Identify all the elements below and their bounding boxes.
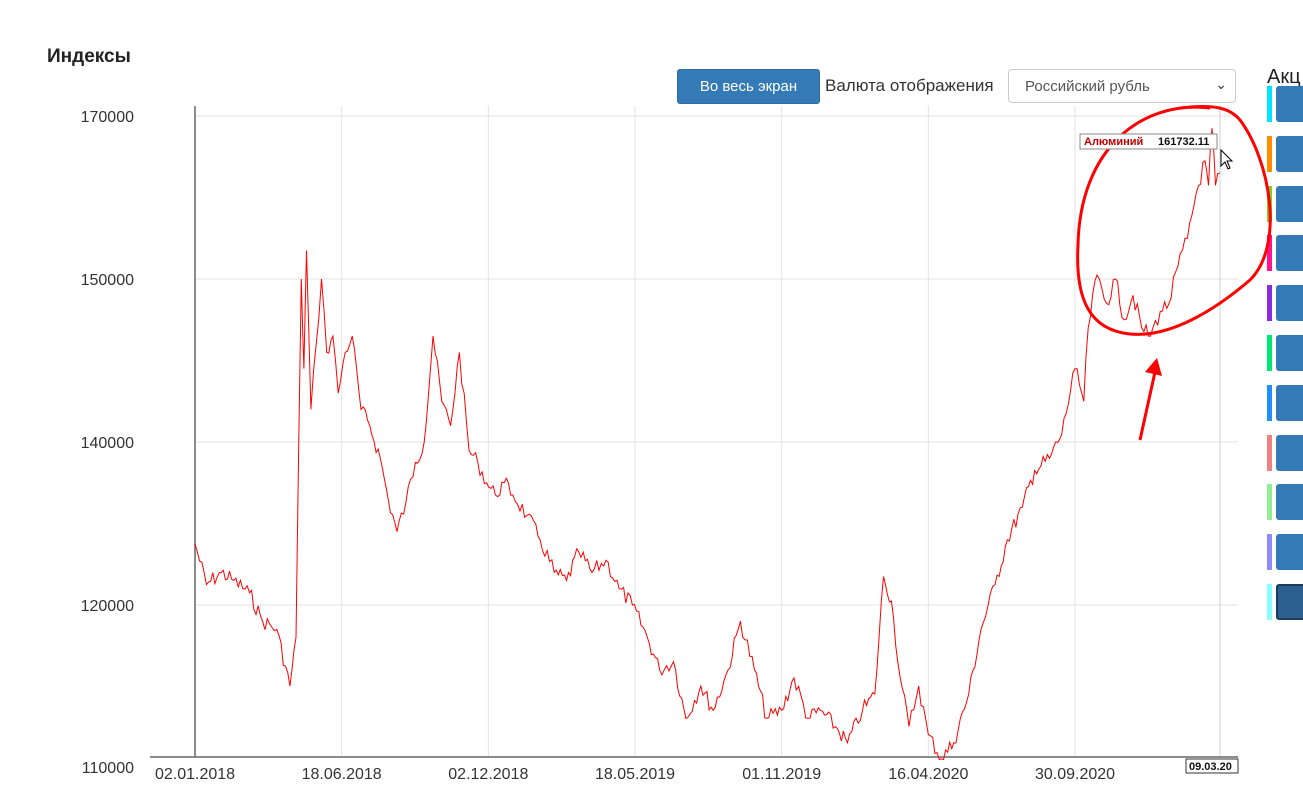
- series-toggle-10[interactable]: [1267, 534, 1303, 571]
- series-color-swatch: [1267, 434, 1272, 471]
- x-tick-label: 02.12.2018: [448, 766, 528, 783]
- page-title: Индексы: [47, 46, 131, 67]
- series-toggle-button[interactable]: [1276, 584, 1303, 620]
- series-color-swatch: [1267, 86, 1272, 122]
- series-toggle-button[interactable]: [1276, 484, 1303, 521]
- annotation-arrow-shaft: [1138, 371, 1157, 441]
- series-color-swatch: [1267, 285, 1272, 322]
- series-toggle-7[interactable]: [1267, 384, 1303, 421]
- y-tick-label: 120000: [81, 598, 134, 615]
- series-toggle-8[interactable]: [1267, 434, 1303, 471]
- series-toggle-button[interactable]: [1276, 335, 1303, 371]
- x-tick-label: 18.06.2018: [302, 766, 382, 783]
- series-toggle-button[interactable]: [1276, 135, 1303, 172]
- side-panel-title: Акц: [1267, 66, 1301, 88]
- tooltip-value: 161732.11: [1158, 136, 1209, 148]
- y-axis-ticks: 170000 150000 140000 120000 110000: [81, 109, 134, 777]
- currency-select-value: Российский рубль: [1025, 78, 1150, 95]
- series-color-swatch: [1267, 484, 1272, 521]
- series-toggle-5[interactable]: [1267, 285, 1303, 322]
- series-toggle-button[interactable]: [1276, 434, 1303, 471]
- y-tick-label: 110000: [82, 760, 134, 777]
- series-toggle-button[interactable]: [1276, 285, 1303, 322]
- annotation-circle: [1076, 105, 1272, 336]
- series-toggle-button[interactable]: [1276, 86, 1303, 122]
- series-color-swatch: [1267, 235, 1272, 272]
- series-toggle-1[interactable]: [1267, 86, 1303, 122]
- series-toggle-2[interactable]: [1267, 135, 1303, 172]
- annotation-arrow-head: [1145, 358, 1162, 376]
- tooltip: Алюминий 161732.11 09.03.20: [1079, 133, 1239, 774]
- y-tick-label: 140000: [81, 435, 134, 452]
- y-tick-label: 170000: [81, 109, 134, 126]
- tooltip-date: 09.03.20: [1189, 761, 1232, 773]
- fullscreen-button[interactable]: Во весь экран: [677, 69, 820, 104]
- tooltip-series: Алюминий: [1084, 136, 1143, 148]
- x-tick-label: 02.01.2018: [155, 766, 235, 783]
- series-toggle-button[interactable]: [1276, 185, 1303, 222]
- series-toggle-6[interactable]: [1267, 335, 1303, 371]
- series-toggle-9[interactable]: [1267, 484, 1303, 521]
- cursor-icon: [1220, 148, 1234, 170]
- series-toggle-11[interactable]: [1267, 584, 1303, 620]
- x-tick-label: 30.09.2020: [1035, 766, 1115, 783]
- series-toggle-button[interactable]: [1276, 534, 1303, 571]
- series-color-swatch: [1267, 584, 1272, 620]
- currency-select[interactable]: Российский рубль ⌄: [1008, 69, 1236, 103]
- series-color-swatch: [1267, 384, 1272, 421]
- series-toggle-4[interactable]: [1267, 235, 1303, 272]
- y-tick-label: 150000: [81, 272, 134, 289]
- currency-label: Валюта отображения: [825, 76, 994, 95]
- series-line-aluminium: [194, 128, 1220, 761]
- series-color-swatch: [1267, 335, 1272, 371]
- chart-axes: [150, 106, 1238, 758]
- series-color-swatch: [1267, 534, 1272, 571]
- series-toggle-button[interactable]: [1276, 235, 1303, 272]
- series-toggle-button[interactable]: [1276, 384, 1303, 421]
- annotation: [1076, 105, 1272, 441]
- x-tick-label: 18.05.2019: [595, 766, 675, 783]
- x-axis-ticks: 02.01.2018 18.06.2018 02.12.2018 18.05.2019…: [155, 766, 1115, 783]
- x-tick-label: 16.04.2020: [888, 766, 968, 783]
- x-tick-label: 01.11.2019: [742, 766, 821, 783]
- series-color-swatch: [1267, 135, 1272, 172]
- chevron-down-icon: ⌄: [1215, 76, 1227, 92]
